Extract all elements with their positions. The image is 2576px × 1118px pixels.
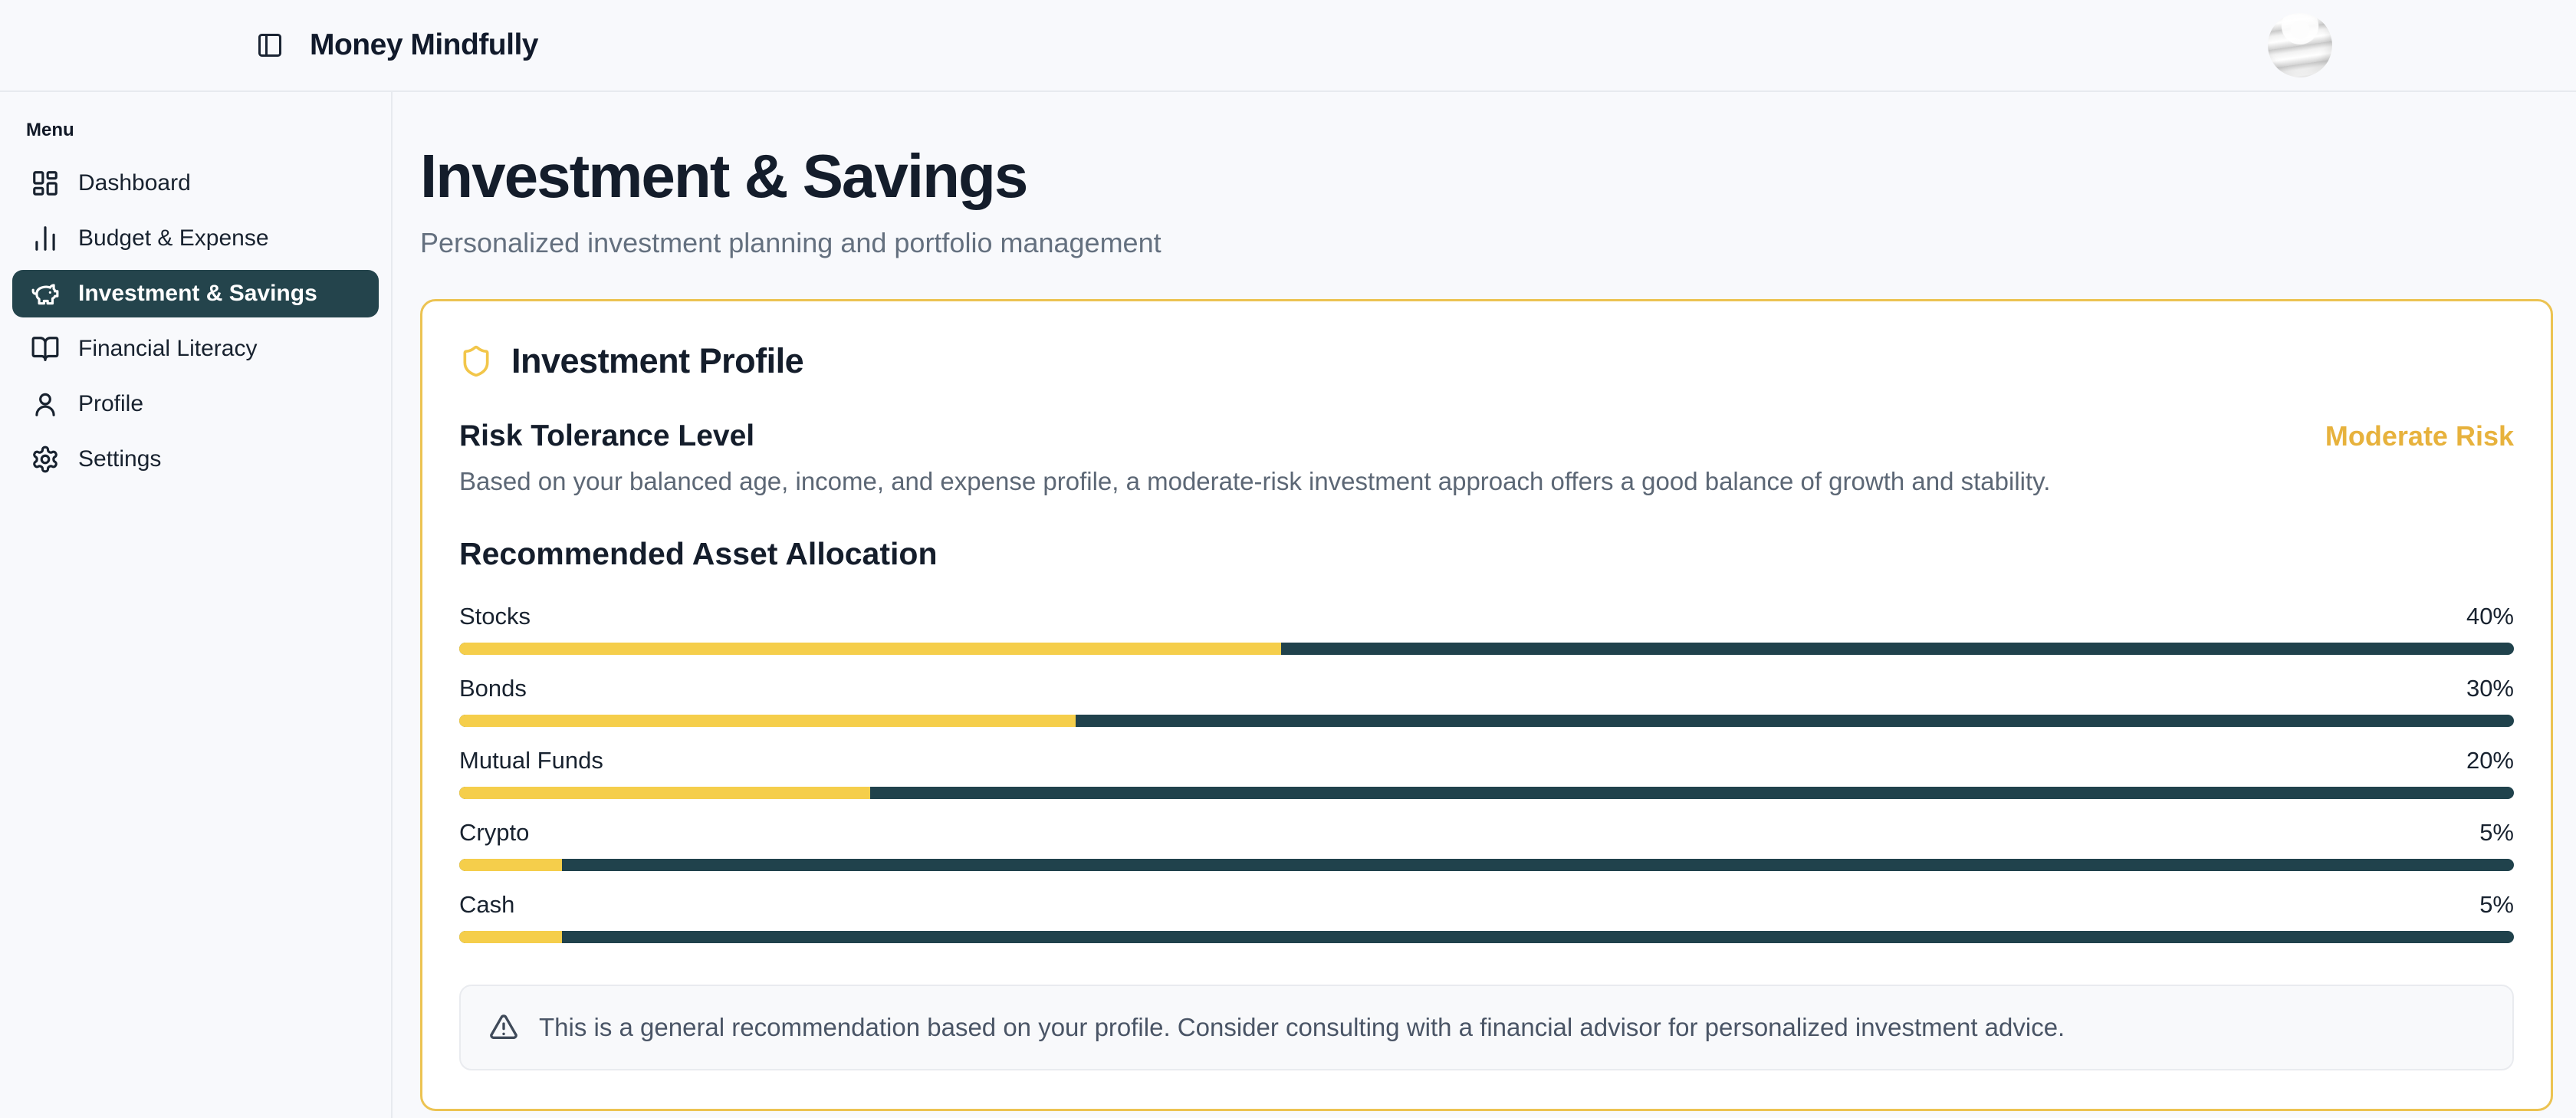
sidebar-item-label: Investment & Savings [78, 281, 317, 306]
sidebar-item-label: Settings [78, 446, 162, 472]
warning-triangle-icon [488, 1012, 519, 1043]
disclaimer-text: This is a general recommendation based o… [539, 1013, 2065, 1041]
allocation-heading: Recommended Asset Allocation [459, 536, 938, 571]
risk-level-badge: Moderate Risk [2325, 420, 2514, 452]
sidebar-item-settings[interactable]: Settings [12, 436, 379, 483]
risk-tolerance-heading: Risk Tolerance Level [459, 419, 755, 452]
sidebar-item-budget-expense[interactable]: Budget & Expense [12, 215, 379, 262]
allocation-row: Mutual Funds 20% [459, 747, 2514, 799]
allocation-label: Bonds [459, 675, 527, 702]
app-header: Money Mindfully [0, 0, 2576, 92]
allocation-percent: 5% [2479, 819, 2514, 846]
page-title: Investment & Savings [420, 142, 1028, 210]
allocation-bar-fill [459, 859, 562, 871]
allocation-percent: 20% [2466, 747, 2514, 774]
sidebar-item-label: Budget & Expense [78, 225, 269, 251]
user-icon [31, 390, 60, 419]
allocation-percent: 30% [2466, 675, 2514, 702]
main-content: Investment & Savings Personalized invest… [393, 92, 2576, 1118]
investment-profile-card: Investment Profile Risk Tolerance Level … [420, 299, 2553, 1111]
risk-tolerance-row: Risk Tolerance Level Moderate Risk [459, 419, 2514, 453]
risk-description: Based on your balanced age, income, and … [459, 467, 2051, 495]
allocation-list: Stocks 40% Bonds 30% Mutual Funds 20% Cr… [459, 603, 2514, 943]
allocation-row: Bonds 30% [459, 675, 2514, 727]
allocation-bar-fill [459, 931, 562, 943]
dashboard-icon [31, 169, 60, 198]
allocation-row: Stocks 40% [459, 603, 2514, 655]
allocation-percent: 40% [2466, 603, 2514, 630]
allocation-bar-fill [459, 787, 870, 799]
page-subtitle: Personalized investment planning and por… [420, 227, 1162, 258]
sidebar-item-label: Financial Literacy [78, 336, 258, 361]
allocation-row: Cash 5% [459, 891, 2514, 943]
book-open-icon [31, 334, 60, 363]
allocation-label: Mutual Funds [459, 747, 603, 774]
allocation-label: Crypto [459, 819, 530, 846]
allocation-row: Crypto 5% [459, 819, 2514, 871]
sidebar-item-dashboard[interactable]: Dashboard [12, 159, 379, 207]
allocation-bar-track [459, 787, 2514, 799]
card-header: Investment Profile [459, 341, 2514, 381]
allocation-percent: 5% [2479, 891, 2514, 918]
allocation-bar-fill [459, 715, 1076, 727]
shield-icon [459, 344, 493, 378]
sidebar-section-label: Menu [26, 120, 74, 140]
sidebar-item-profile[interactable]: Profile [12, 380, 379, 428]
panel-left-icon [256, 31, 284, 59]
app-title: Money Mindfully [310, 28, 539, 61]
sidebar-item-label: Profile [78, 391, 144, 416]
allocation-bar-track [459, 859, 2514, 871]
sidebar-toggle-button[interactable] [253, 28, 287, 62]
allocation-bar-track [459, 715, 2514, 727]
allocation-bar-track [459, 643, 2514, 655]
avatar[interactable] [2268, 13, 2332, 77]
sidebar-item-financial-literacy[interactable]: Financial Literacy [12, 325, 379, 373]
bar-chart-icon [31, 224, 60, 253]
allocation-label: Cash [459, 891, 515, 918]
allocation-bar-fill [459, 643, 1281, 655]
card-title: Investment Profile [511, 341, 804, 380]
piggy-bank-icon [31, 279, 60, 308]
disclaimer-note: This is a general recommendation based o… [459, 985, 2514, 1070]
gear-icon [31, 445, 60, 474]
sidebar-nav-list: Dashboard Budget & Expense Investment & … [12, 159, 379, 483]
allocation-bar-track [459, 931, 2514, 943]
sidebar: Menu Dashboard Budget & Expense Investme… [0, 92, 393, 1118]
sidebar-item-label: Dashboard [78, 170, 191, 196]
allocation-label: Stocks [459, 603, 531, 630]
sidebar-item-investment-savings[interactable]: Investment & Savings [12, 270, 379, 317]
